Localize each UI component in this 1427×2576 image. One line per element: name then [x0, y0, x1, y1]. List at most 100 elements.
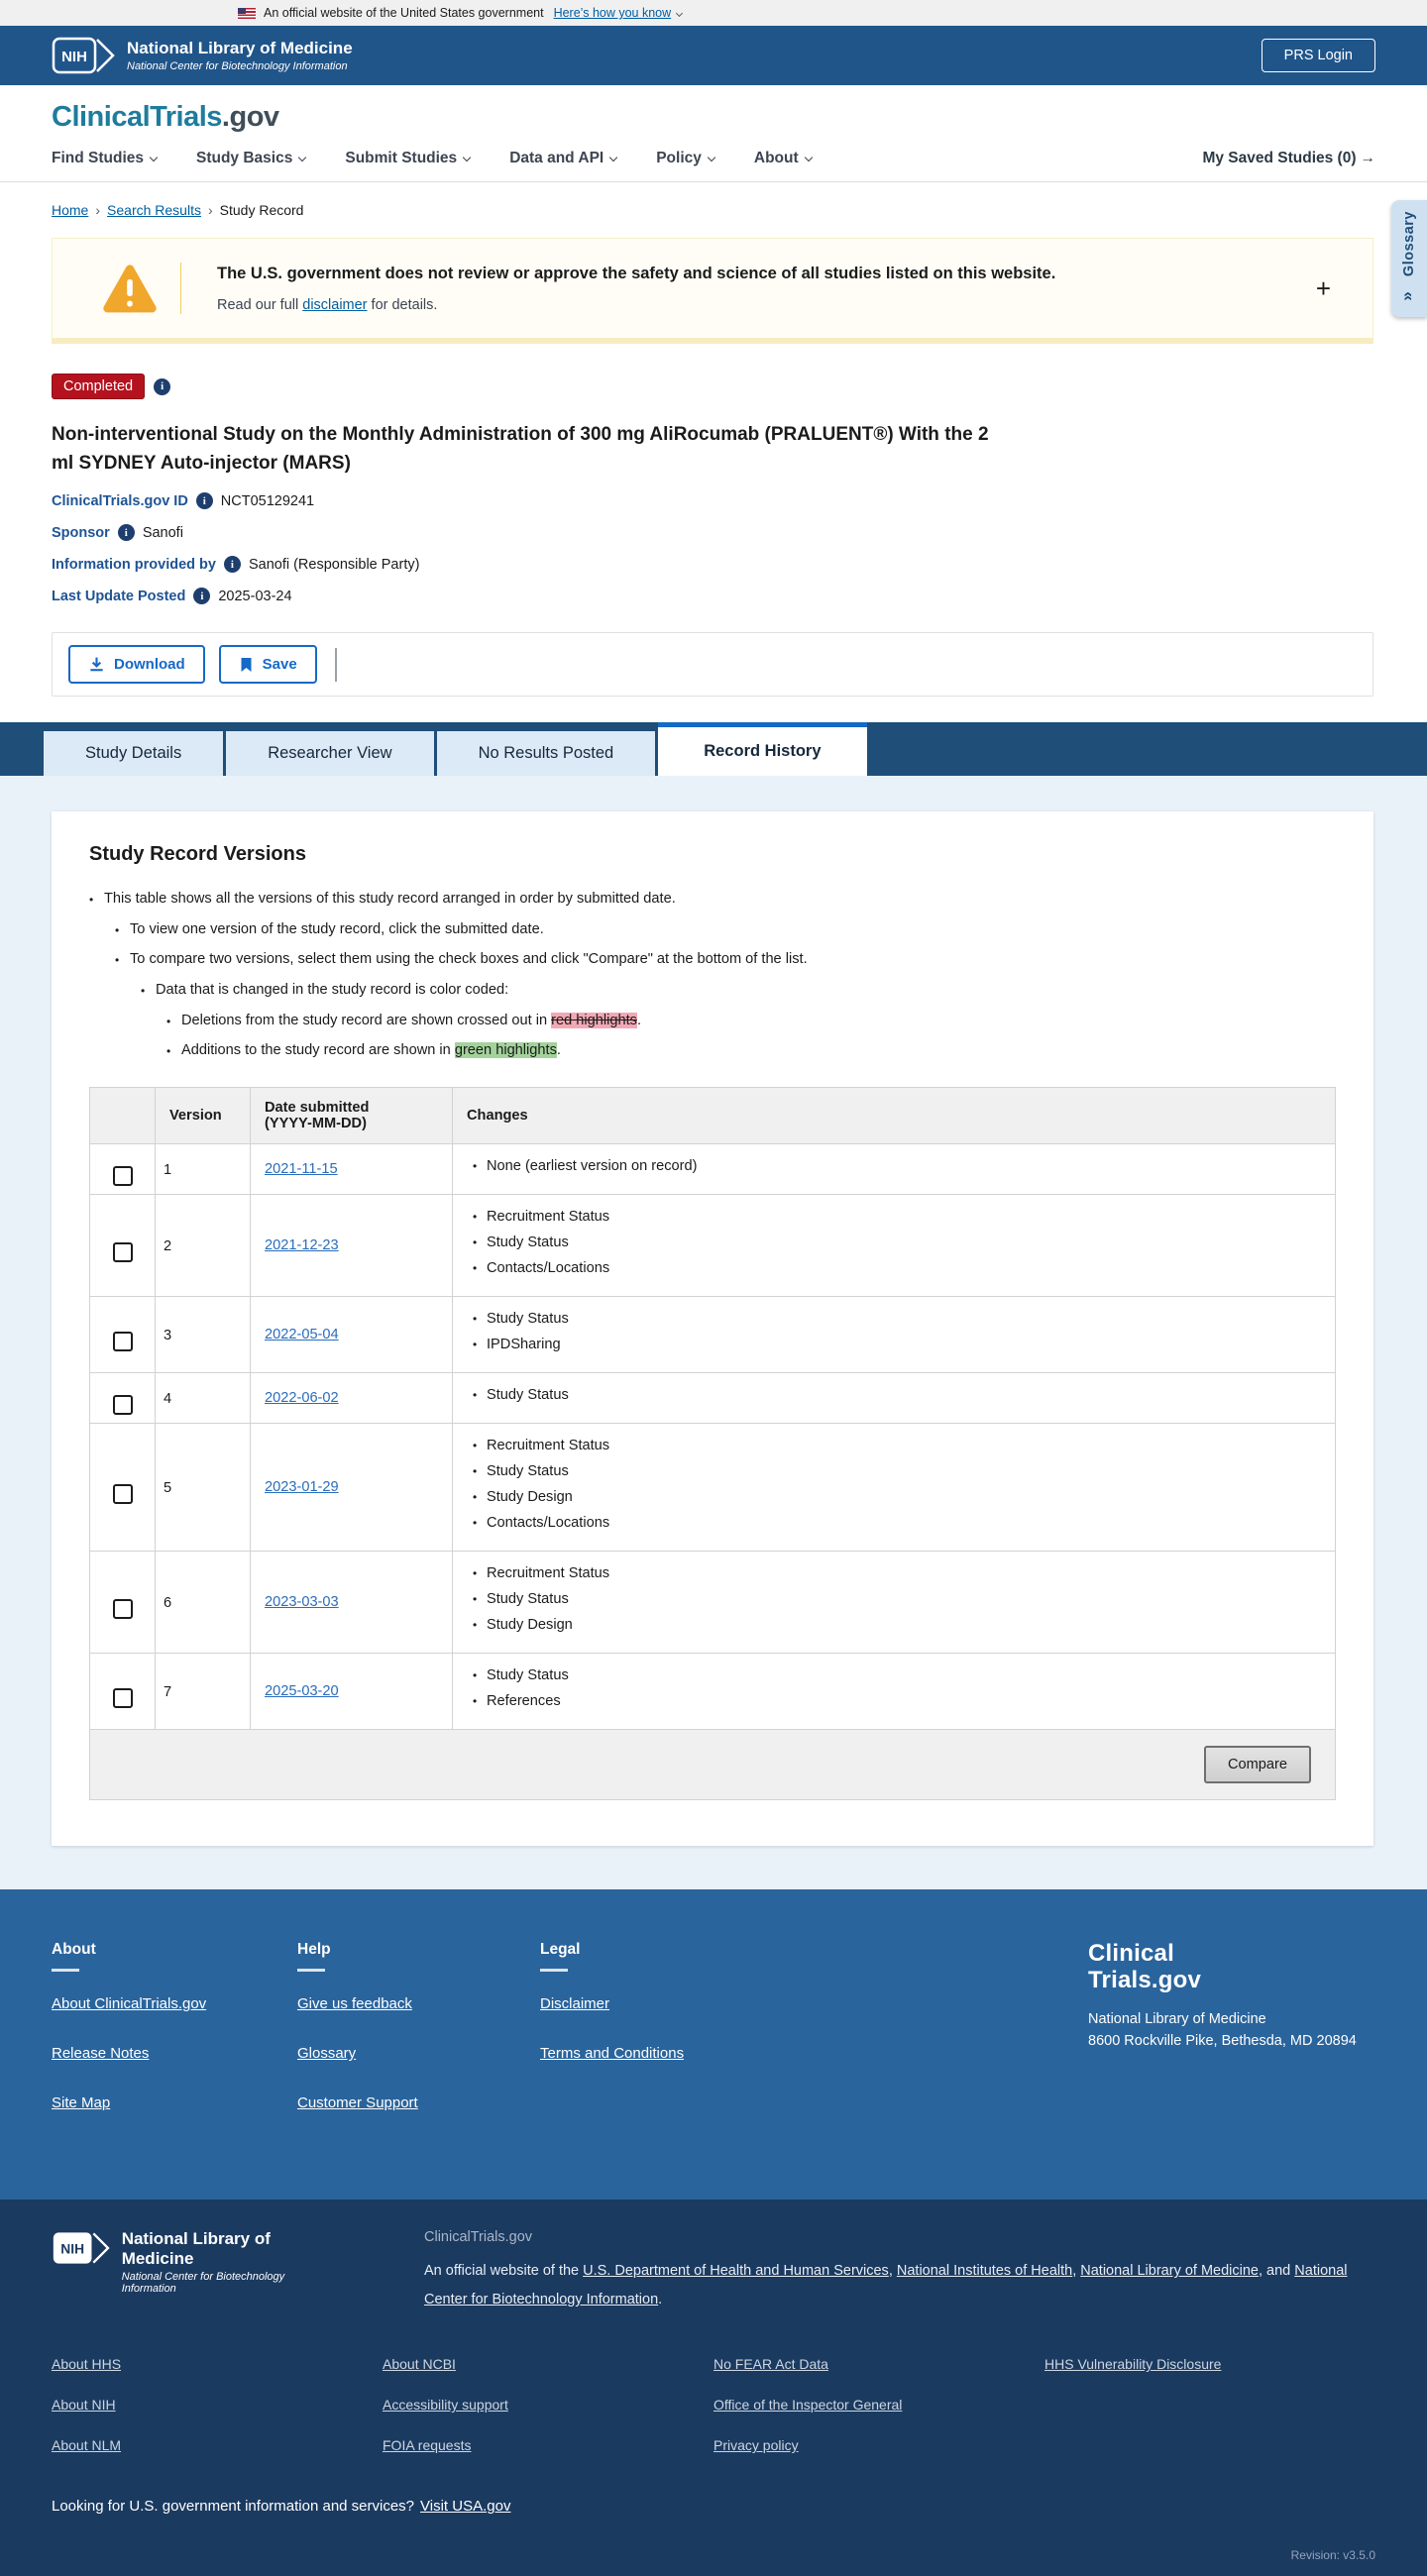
tab-study-details[interactable]: Study Details — [44, 731, 224, 776]
version-date-link[interactable]: 2023-01-29 — [265, 1479, 339, 1496]
collapse-chevrons-icon[interactable]: « — [1400, 291, 1419, 301]
info-icon[interactable]: i — [117, 524, 135, 541]
version-date-link[interactable]: 2021-12-23 — [265, 1237, 339, 1254]
breadcrumb-item-home[interactable]: Home — [52, 202, 89, 218]
version-cell: 7 — [155, 1653, 251, 1731]
footer-link-release-notes[interactable]: Release Notes — [52, 2045, 150, 2063]
version-date-link[interactable]: 2025-03-20 — [265, 1683, 339, 1700]
gov-link-national-institutes-of-health[interactable]: National Institutes of Health — [896, 2263, 1073, 2280]
compare-button[interactable]: Compare — [1203, 1746, 1311, 1784]
date-cell: 2023-01-29 — [250, 1423, 453, 1553]
version-checkbox[interactable] — [112, 1688, 133, 1709]
changes-cell: None (earliest version on record) — [452, 1143, 1336, 1196]
meta-label: Last Update Posted — [52, 588, 186, 604]
info-icon[interactable]: i — [154, 377, 171, 395]
gov-footer-link-about-nih[interactable]: About NIH — [52, 2397, 116, 2414]
version-checkbox[interactable] — [112, 1242, 133, 1263]
footer-link-customer-support[interactable]: Customer Support — [297, 2094, 418, 2112]
info-icon[interactable]: i — [193, 588, 211, 604]
heres-how-you-know-link[interactable]: Here’s how you know — [553, 6, 672, 20]
version-date-link[interactable]: 2021-11-15 — [265, 1161, 338, 1178]
footer-link-site-map[interactable]: Site Map — [52, 2094, 111, 2112]
my-saved-studies-link[interactable]: My Saved Studies (0) → — [1202, 150, 1375, 167]
nav-item-submit-studies[interactable]: Submit Studies — [345, 150, 472, 167]
expand-plus-icon[interactable]: + — [1315, 273, 1331, 303]
version-date-link[interactable]: 2023-03-03 — [265, 1594, 339, 1611]
gov-link-national-library-of-medicine[interactable]: National Library of Medicine — [1080, 2263, 1259, 2280]
warning-triangle-icon — [102, 265, 157, 313]
version-column-header: Version — [155, 1087, 251, 1145]
gov-footer-link-about-ncbi[interactable]: About NCBI — [383, 2356, 456, 2373]
footer-link-about-clinicaltrials-gov[interactable]: About ClinicalTrials.gov — [52, 1995, 207, 2013]
tab-no-results-posted[interactable]: No Results Posted — [436, 731, 656, 776]
nlm-footer-text: National Library of Medicine National Ce… — [122, 2229, 329, 2295]
government-disclaimer-callout: The U.S. government does not review or a… — [52, 238, 1373, 344]
gov-link-u-s-department-of-health-and-human-services[interactable]: U.S. Department of Health and Human Serv… — [583, 2263, 889, 2280]
gov-footer-link-accessibility-support[interactable]: Accessibility support — [383, 2397, 508, 2414]
gov-footer-link-privacy-policy[interactable]: Privacy policy — [714, 2437, 799, 2454]
breadcrumb-item-search-results[interactable]: Search Results — [107, 202, 201, 218]
glossary-side-tab[interactable]: Glossary « — [1391, 200, 1427, 317]
gov-link-national-center-for-biotechnology-information[interactable]: National Center for Biotechnology Inform… — [424, 2263, 1348, 2308]
chevron-down-icon[interactable] — [676, 9, 684, 17]
clinicaltrials-logo[interactable]: ClinicalTrials.gov — [52, 101, 1375, 134]
logo-suffix: .gov — [221, 101, 279, 133]
footer-link-glossary[interactable]: Glossary — [297, 2045, 357, 2063]
date-cell: 2022-06-02 — [250, 1372, 453, 1425]
gov-footer-link-office-of-the-inspector-general[interactable]: Office of the Inspector General — [714, 2397, 903, 2414]
version-checkbox[interactable] — [112, 1599, 133, 1620]
disclaimer-link-disclaimer[interactable]: disclaimer — [302, 296, 368, 313]
change-item: References — [473, 1693, 1321, 1709]
nih-logo[interactable]: NIH National Library of Medicine Nationa… — [52, 37, 353, 74]
gov-footer-link-about-hhs[interactable]: About HHS — [52, 2356, 122, 2373]
version-checkbox[interactable] — [112, 1395, 133, 1416]
meta-row-sponsor: Sponsor i Sanofi — [52, 524, 1375, 541]
changes-list: Recruitment Status Study Status Contacts/L… — [473, 1209, 1321, 1276]
info-icon[interactable]: i — [223, 556, 241, 573]
change-item: Recruitment Status — [473, 1565, 1321, 1581]
nlm-footer-logo[interactable]: NIH National Library of Medicine Nationa… — [52, 2229, 329, 2314]
meta-value: Sanofi (Responsible Party) — [248, 556, 420, 573]
info-icon[interactable]: i — [195, 492, 213, 509]
footer-link-disclaimer[interactable]: Disclaimer — [540, 1995, 610, 2013]
version-cell: 3 — [155, 1296, 251, 1374]
card-heading: Study Record Versions — [89, 843, 306, 865]
gov-footer-link-no-fear-act-data[interactable]: No FEAR Act Data — [714, 2356, 828, 2373]
table-row: 2 2021-12-23 Recruitment Status Study Statu… — [89, 1194, 1336, 1298]
nav-item-find-studies[interactable]: Find Studies — [52, 150, 159, 167]
gov-footer-link-hhs-vulnerability-disclosure[interactable]: HHS Vulnerability Disclosure — [1044, 2356, 1222, 2373]
gov-footer-link-about-nlm[interactable]: About NLM — [52, 2437, 122, 2454]
chevron-down-icon — [298, 153, 307, 162]
nav-item-policy[interactable]: Policy — [656, 150, 716, 167]
meta-row-last-update-posted: Last Update Posted i 2025-03-24 — [52, 588, 1375, 604]
footer-link-terms-and-conditions[interactable]: Terms and Conditions — [540, 2045, 685, 2063]
footer-link-give-us-feedback[interactable]: Give us feedback — [297, 1995, 412, 2013]
version-date-link[interactable]: 2022-06-02 — [265, 1390, 339, 1407]
download-button[interactable]: Download — [68, 645, 205, 684]
meta-label: Information provided by — [52, 556, 216, 573]
official-website-block: ClinicalTrials.gov An official website o… — [424, 2229, 1375, 2314]
version-date-link[interactable]: 2022-05-04 — [265, 1327, 339, 1343]
tab-record-history[interactable]: Record History — [658, 722, 867, 776]
list-item: Data that is changed in the study record… — [141, 981, 1336, 1001]
nav-item-study-basics[interactable]: Study Basics — [196, 150, 307, 167]
record-versions-table: Version Date submitted (YYYY-MM-DD) Chan… — [89, 1087, 1336, 1801]
nlm-logo-text: National Library of Medicine National Ce… — [127, 39, 353, 72]
tab-researcher-view[interactable]: Researcher View — [226, 731, 434, 776]
gov-footer-link-foia-requests[interactable]: FOIA requests — [383, 2437, 472, 2454]
save-button[interactable]: Save — [218, 645, 317, 684]
government-footer-top: NIH National Library of Medicine Nationa… — [52, 2229, 1375, 2314]
version-checkbox[interactable] — [112, 1484, 133, 1505]
study-toolbar: Download Save — [52, 632, 1373, 697]
table-row: 1 2021-11-15 None (earliest version on rec… — [89, 1143, 1336, 1196]
usa-gov-link-visit-usa-gov[interactable]: Visit USA.gov — [420, 2498, 511, 2516]
official-banner-text: An official website of the United States… — [264, 6, 544, 20]
study-meta-list: ClinicalTrials.gov ID i NCT05129241 Sponsor… — [52, 492, 1375, 604]
version-checkbox[interactable] — [112, 1166, 133, 1187]
arrow-right-icon: → — [1360, 150, 1376, 166]
nav-item-data-and-api[interactable]: Data and API — [509, 150, 618, 167]
breadcrumb-item-study-record: Study Record — [219, 202, 304, 218]
prs-login-button[interactable]: PRS Login — [1261, 39, 1375, 72]
version-checkbox[interactable] — [112, 1332, 133, 1352]
nav-item-about[interactable]: About — [754, 150, 813, 167]
